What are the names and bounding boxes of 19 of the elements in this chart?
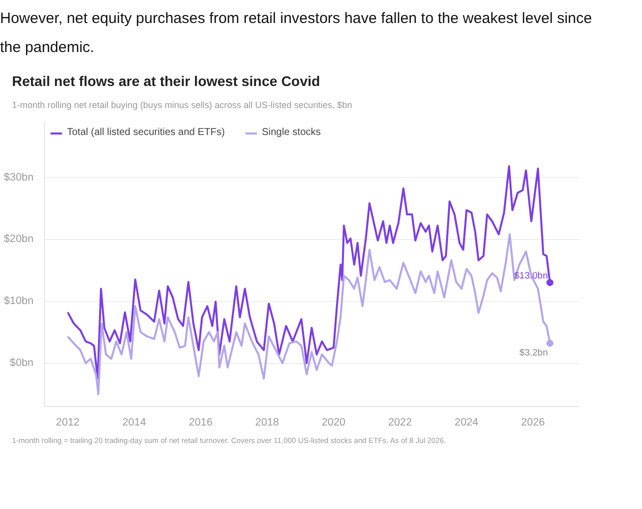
x-tick-label: 2026	[521, 416, 545, 428]
x-tick-label: 2018	[255, 416, 280, 428]
x-tick-label: 2016	[188, 416, 213, 428]
annotation: $3.2bn	[519, 347, 548, 358]
legend-label: Single stocks	[262, 127, 321, 138]
annotation: $13.0bn	[514, 270, 548, 280]
y-tick-label: $20bn	[4, 233, 34, 246]
legend-label: Total (all listed securities and ETFs)	[67, 127, 225, 138]
text: However, net equity purchases from retail investors have fallen to the weakest level since the pandemic.	[0, 9, 593, 58]
chart-title: Retail net flows are at their lowest since Covid	[12, 72, 320, 90]
x-tick-label: 2014	[122, 416, 146, 428]
x-tick-label: 2022	[388, 416, 412, 428]
x-tick-label: 2020	[322, 416, 346, 428]
x-tick-label: 2012	[56, 416, 80, 428]
y-tick-label: $30bn	[4, 171, 34, 184]
x-tick-label: 2024	[454, 416, 478, 428]
y-tick-label: $0bn	[10, 357, 34, 370]
y-tick-label: $10bn	[4, 295, 34, 308]
chart-subtitle: 1-month rolling net retail buying (buys minus sells) across all US-listed securities, $bn	[12, 100, 352, 112]
